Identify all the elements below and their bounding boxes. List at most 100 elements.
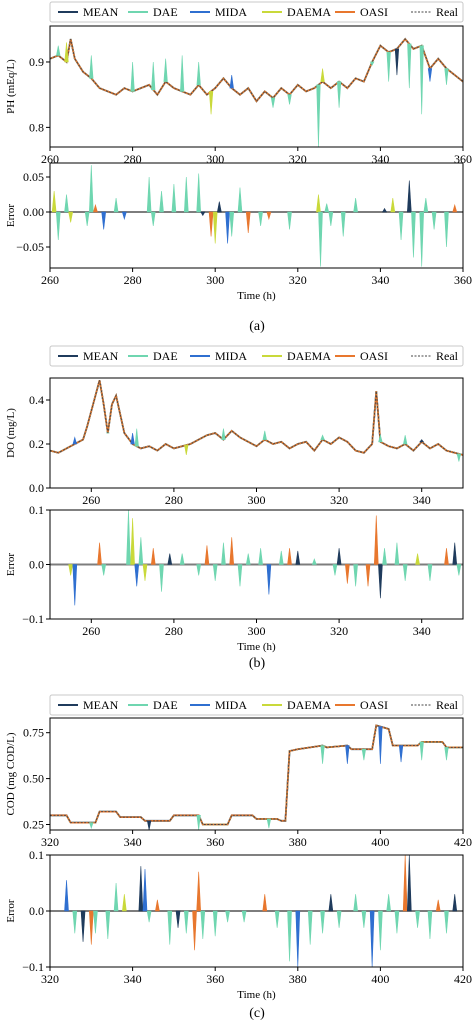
error-spike-oasi <box>245 211 251 234</box>
error-spike-dae <box>398 211 404 241</box>
imputation-spike-dae <box>89 55 94 79</box>
legend-label-dae: DAE <box>153 698 178 712</box>
legend-label-mida: MIDA <box>215 5 247 19</box>
error-spike-dae <box>411 211 416 258</box>
error-spike-mida <box>64 880 69 912</box>
error-spike-dae <box>307 910 313 945</box>
error-spike-dae <box>320 910 325 934</box>
error-spike-oasi <box>287 548 292 565</box>
error-spike-dae <box>196 173 201 213</box>
error-spike-dae <box>146 176 152 213</box>
legend-label-dae: DAE <box>153 5 178 19</box>
x-tick-label: 360 <box>206 972 224 986</box>
imputation-spike-dae <box>266 818 272 829</box>
y-axis-label: COD (mg COD/L) <box>5 732 17 815</box>
imputation-spike-mida <box>398 745 404 763</box>
error-spike-oasi <box>373 515 379 565</box>
error-spike-mida <box>225 211 230 244</box>
imputation-spike-dae <box>221 428 226 440</box>
imputation-spike-mean <box>394 48 400 76</box>
imputation-spike-daema <box>208 91 214 115</box>
legend-label-oasi: OASI <box>360 349 388 363</box>
error-spike-mean <box>452 894 458 912</box>
legend-label-mean: MEAN <box>83 698 119 712</box>
y-tick-label: −0.05 <box>16 240 44 254</box>
y-tick-label: 0.9 <box>29 55 44 69</box>
x-tick-label: 420 <box>454 835 472 849</box>
error-spike-dae <box>64 194 69 213</box>
error-spike-dae <box>258 211 263 227</box>
imputation-spike-dae <box>444 68 449 85</box>
imputation-spike-dae <box>56 45 61 56</box>
error-spike-mean <box>452 542 458 565</box>
error-spike-dae <box>340 211 346 237</box>
error-spike-dae <box>237 564 243 587</box>
error-spike-mean <box>175 910 181 928</box>
error-spike-mean <box>382 207 388 213</box>
y-tick-label: 0.0 <box>29 481 44 495</box>
x-tick-label: 260 <box>82 493 100 507</box>
error-spike-oasi <box>150 548 156 565</box>
x-tick-label: 320 <box>330 493 348 507</box>
error-spike-dae <box>196 564 202 576</box>
error-spike-oasi <box>196 871 201 912</box>
error-spike-dae <box>179 553 185 565</box>
error-spike-dae <box>444 910 449 934</box>
error-spike-dae <box>382 548 387 565</box>
error-spike-mean <box>336 548 342 565</box>
error-spike-dae <box>105 910 111 940</box>
error-spike-dae <box>258 548 263 565</box>
error-spike-mean <box>406 855 412 912</box>
series-line-mida <box>50 37 463 103</box>
legend-label-mean: MEAN <box>83 349 119 363</box>
axes-frame <box>49 377 464 489</box>
panel-a-bottom: 260 280 300 320 340 360 −0.05 0.00 0.05 Error Time… <box>5 162 472 302</box>
error-spike-dae <box>328 211 334 227</box>
legend-label-daema: DAEMA <box>287 349 331 363</box>
subfigure-caption: (a) <box>249 319 265 334</box>
y-tick-label: 0.1 <box>29 503 44 517</box>
error-spike-oasi <box>208 211 214 237</box>
axes-frame <box>49 25 464 148</box>
legend-label-real: Real <box>436 698 459 712</box>
imputation-spike-dae <box>386 51 391 82</box>
x-tick-label: 360 <box>206 835 224 849</box>
x-tick-label: 380 <box>289 972 307 986</box>
imputation-spike-dae <box>336 81 342 108</box>
axes-frame <box>49 717 464 831</box>
error-spike-oasi <box>402 855 408 912</box>
y-axis-label: PH (mEq/L) <box>5 59 17 114</box>
error-spike-daema <box>68 211 74 223</box>
error-spike-mean <box>80 910 86 942</box>
error-spike-oasi <box>97 542 102 565</box>
plot-area <box>50 165 463 267</box>
y-tick-label: −0.1 <box>22 612 44 626</box>
error-spike-oasi <box>345 564 350 584</box>
imputation-spike-mean <box>146 820 152 830</box>
x-tick-label: 300 <box>248 493 266 507</box>
error-spike-dae <box>378 910 383 951</box>
error-spike-dae <box>353 894 358 912</box>
error-spike-oasi <box>88 910 94 945</box>
error-spike-dae <box>171 183 177 213</box>
x-tick-label: 280 <box>165 493 183 507</box>
error-spike-dae <box>200 910 206 940</box>
imputation-spike-dae <box>262 430 267 440</box>
error-spike-mean <box>200 211 206 217</box>
plot-area <box>50 510 463 606</box>
imputation-spike-dae <box>320 434 325 440</box>
x-tick-label: 340 <box>124 972 142 986</box>
error-spike-daema <box>212 211 218 244</box>
error-spike-mida <box>121 211 127 221</box>
error-spike-dae <box>159 564 164 592</box>
error-spike-mean <box>216 201 222 213</box>
x-tick-label: 340 <box>413 493 431 507</box>
imputation-spike-dae <box>361 748 367 761</box>
imputation-spike-dae <box>419 741 424 761</box>
legend: MEAN DAE MIDA DAEMA OASI Real <box>49 1 464 23</box>
series-line-mida <box>50 724 463 826</box>
legend-label-mean: MEAN <box>83 5 119 19</box>
error-spike-daema <box>415 553 420 565</box>
